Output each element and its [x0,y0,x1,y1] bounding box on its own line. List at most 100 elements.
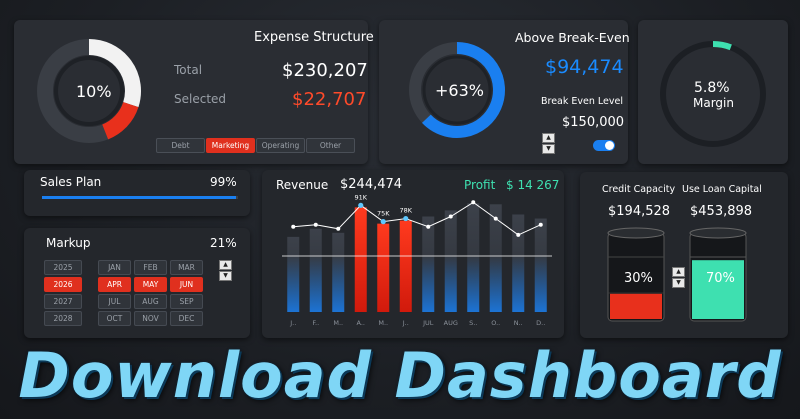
capacity-card: Credit Capacity Use Loan Capital $194,52… [580,172,788,338]
year-option[interactable]: 2026 [44,277,82,292]
selected-label: Selected [174,92,227,106]
break-even-value: $94,474 [545,56,624,78]
x-tick-label: O.. [491,319,500,327]
break-even-card: +63% Above Break-Even $94,474 Break Even… [379,20,630,164]
markup-stepper[interactable]: ▲ ▼ [219,260,232,282]
stepper-down-icon[interactable]: ▼ [219,271,232,281]
credit-capacity-value: $194,528 [608,204,671,219]
x-tick-label: N.. [514,319,523,327]
credit-barrel [607,227,665,322]
loan-capital-value: $453,898 [690,204,753,219]
line-point [426,224,431,229]
x-tick-label: D.. [536,319,545,327]
year-option[interactable]: 2025 [44,260,82,275]
credit-fill [610,293,662,319]
revenue-bar-shade [332,256,345,312]
revenue-bar [377,223,390,312]
loan-barrel [689,227,747,322]
credit-capacity-label: Credit Capacity [602,184,676,195]
revenue-bar-shade [444,256,457,312]
profit-value: $ 14 267 [506,178,560,192]
month-option[interactable]: OCT [98,311,131,326]
break-even-title: Above Break-Even [515,30,630,45]
month-option[interactable]: NOV [134,311,167,326]
month-option[interactable]: AUG [134,294,167,309]
stepper-down-icon[interactable]: ▼ [672,278,685,288]
month-option[interactable]: APR [98,277,131,292]
donut-selected-arc [101,101,139,140]
markup-label: Markup [46,236,91,250]
sales-plan-card: Sales Plan 99% [24,170,250,216]
revenue-bar-shade [512,256,525,312]
x-tick-label: J.. [402,319,409,327]
month-option[interactable]: SEP [170,294,203,309]
x-tick-label: A.. [357,319,365,327]
profit-line [293,201,542,236]
line-point [291,224,296,229]
revenue-card: Revenue $244,474 Profit $ 14 267 J.. F.. M… [262,170,564,338]
month-option[interactable]: FEB [134,260,167,275]
revenue-label: Revenue [276,178,329,192]
line-point [313,222,318,227]
donut-total-arc [88,39,141,108]
revenue-bar [399,220,412,312]
sales-plan-value: 99% [210,175,237,189]
break-even-ring-label: +63% [435,81,484,100]
data-label: 91K [354,193,367,201]
line-point [358,202,364,208]
x-tick-label: AUG [444,319,458,327]
margin-arc [712,41,732,51]
break-even-stepper[interactable]: ▲ ▼ [542,133,555,155]
year-option[interactable]: 2028 [44,311,82,326]
revenue-chart: J.. F.. M.. A.. M.. J.. JUL AUG S.. O.. N.. D.. 91K 7… [282,193,552,327]
break-even-ring [409,42,505,138]
x-tick-label: M.. [333,319,343,327]
month-option[interactable]: MAY [134,277,167,292]
break-even-level-value: $150,000 [562,115,625,130]
tab-debt[interactable]: Debt [156,138,205,153]
profit-label: Profit [464,178,496,192]
markup-value: 21% [210,236,237,250]
revenue-bar-shade [534,256,547,312]
expense-donut-label: 10% [76,82,112,101]
tab-other[interactable]: Other [306,138,355,153]
line-point [336,226,341,231]
month-option[interactable]: MAR [170,260,203,275]
year-option[interactable]: 2027 [44,294,82,309]
line-point [403,215,409,222]
download-banner[interactable]: Download Dashboard [18,339,782,412]
break-even-arc [422,42,505,138]
stepper-up-icon[interactable]: ▲ [672,267,685,277]
margin-label: Margin [693,96,734,110]
line-point [516,232,521,237]
month-option[interactable]: DEC [170,311,203,326]
total-label: Total [174,63,203,77]
x-tick-label: S.. [469,319,477,327]
capacity-stepper[interactable]: ▲ ▼ [672,267,685,289]
margin-ring [660,41,766,147]
stepper-up-icon[interactable]: ▲ [219,260,232,270]
revenue-bar-shade [489,256,502,312]
line-point [538,222,543,227]
markup-card: Markup 21% 2025 2026 2027 2028 JAN FEB MAR APR… [24,228,250,338]
month-option[interactable]: JAN [98,260,131,275]
expense-title: Expense Structure [254,30,374,45]
month-option[interactable]: JUN [170,277,203,292]
x-tick-label: F.. [312,319,319,327]
stepper-up-icon[interactable]: ▲ [542,133,555,143]
revenue-bar-shade [467,256,480,312]
line-point [493,216,498,221]
break-even-level-label: Break Even Level [541,96,623,107]
data-label: 78K [399,207,412,215]
sales-plan-track [42,196,238,199]
month-option[interactable]: JUL [98,294,131,309]
margin-card: 5.8% Margin [638,20,788,164]
loan-fill [692,260,744,319]
stepper-down-icon[interactable]: ▼ [542,144,555,154]
break-even-toggle[interactable] [593,140,615,151]
x-tick-label: JUL [422,319,434,327]
tab-operating[interactable]: Operating [256,138,305,153]
tab-marketing[interactable]: Marketing [206,138,255,153]
line-point [448,214,453,219]
sales-plan-label: Sales Plan [40,175,102,189]
